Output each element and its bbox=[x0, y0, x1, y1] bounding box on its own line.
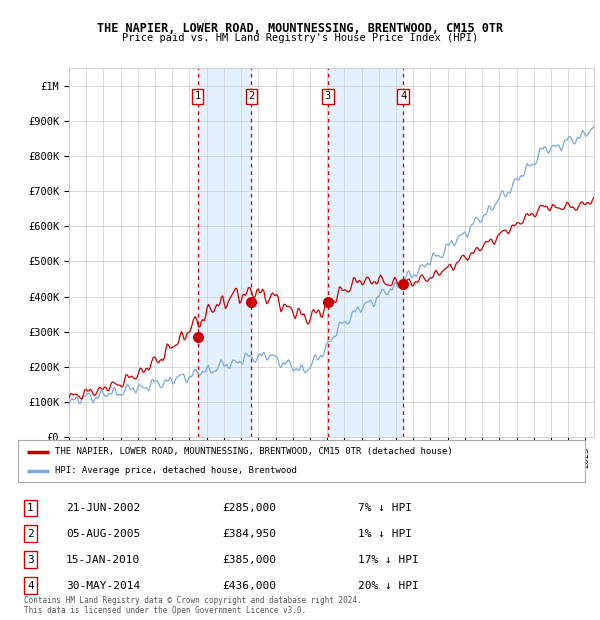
Bar bbox=[197, 68, 251, 437]
Text: 4: 4 bbox=[400, 91, 406, 101]
Text: £385,000: £385,000 bbox=[222, 555, 276, 565]
Text: 3: 3 bbox=[27, 555, 34, 565]
Text: 2: 2 bbox=[27, 529, 34, 539]
Text: 4: 4 bbox=[27, 581, 34, 591]
Text: 1% ↓ HPI: 1% ↓ HPI bbox=[358, 529, 412, 539]
Text: 3: 3 bbox=[325, 91, 331, 101]
Text: Contains HM Land Registry data © Crown copyright and database right 2024.
This d: Contains HM Land Registry data © Crown c… bbox=[24, 596, 362, 615]
Text: 2: 2 bbox=[248, 91, 254, 101]
Text: THE NAPIER, LOWER ROAD, MOUNTNESSING, BRENTWOOD, CM15 0TR: THE NAPIER, LOWER ROAD, MOUNTNESSING, BR… bbox=[97, 22, 503, 35]
Text: 17% ↓ HPI: 17% ↓ HPI bbox=[358, 555, 419, 565]
Text: 1: 1 bbox=[27, 503, 34, 513]
Text: £285,000: £285,000 bbox=[222, 503, 276, 513]
Text: 05-AUG-2005: 05-AUG-2005 bbox=[66, 529, 140, 539]
Bar bbox=[328, 68, 403, 437]
Text: 1: 1 bbox=[194, 91, 201, 101]
Text: 30-MAY-2014: 30-MAY-2014 bbox=[66, 581, 140, 591]
Text: 15-JAN-2010: 15-JAN-2010 bbox=[66, 555, 140, 565]
Text: Price paid vs. HM Land Registry's House Price Index (HPI): Price paid vs. HM Land Registry's House … bbox=[122, 33, 478, 43]
Text: £436,000: £436,000 bbox=[222, 581, 276, 591]
Text: THE NAPIER, LOWER ROAD, MOUNTNESSING, BRENTWOOD, CM15 0TR (detached house): THE NAPIER, LOWER ROAD, MOUNTNESSING, BR… bbox=[55, 447, 452, 456]
Text: 7% ↓ HPI: 7% ↓ HPI bbox=[358, 503, 412, 513]
Text: 20% ↓ HPI: 20% ↓ HPI bbox=[358, 581, 419, 591]
Text: £384,950: £384,950 bbox=[222, 529, 276, 539]
Text: HPI: Average price, detached house, Brentwood: HPI: Average price, detached house, Bren… bbox=[55, 466, 297, 476]
Text: 21-JUN-2002: 21-JUN-2002 bbox=[66, 503, 140, 513]
